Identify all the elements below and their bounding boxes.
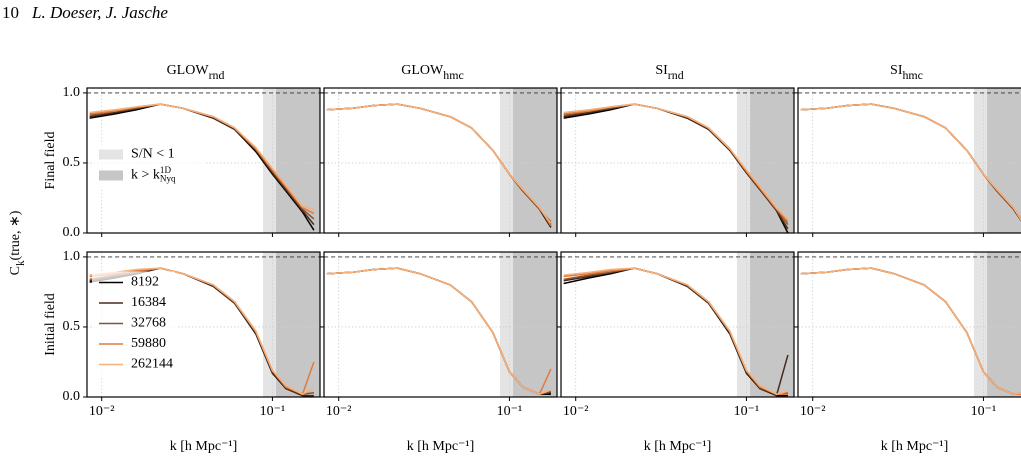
series-line: [89, 103, 315, 210]
panel-title-main: GLOW: [401, 63, 444, 78]
y-tick-label: 1.0: [63, 85, 81, 100]
x-axis-label: k [h Mpc⁻¹]: [881, 439, 949, 454]
series-line: [800, 267, 1021, 395]
panel-title: SIhmc: [890, 63, 923, 82]
shaded-band: [987, 88, 1021, 233]
panel-title: SIrnd: [655, 63, 683, 82]
series-line: [563, 267, 789, 395]
figure-y-label-rest: (true, ∗): [8, 210, 23, 260]
panel-title: GLOWhmc: [401, 63, 463, 82]
legend-label-main: k > k: [131, 168, 160, 183]
legend-label: S/N < 1: [131, 147, 175, 162]
legend-swatch: [99, 149, 123, 160]
figure-y-label-main: C: [8, 266, 23, 275]
panel: 10⁻² 10⁻¹ k [h Mpc⁻¹]: [320, 251, 558, 454]
legend-label-sub: Nyq: [160, 173, 176, 183]
authors: L. Doeser, J. Jasche: [31, 3, 168, 22]
legend-label: 262144: [131, 357, 173, 372]
series-line: [800, 103, 1021, 222]
figure-y-label-sub: k: [14, 260, 26, 266]
legend-label: k > kNyq1D: [131, 165, 176, 183]
panel: [557, 87, 795, 237]
y-axis-label: Final field: [43, 132, 58, 190]
legend-swatch: [99, 170, 123, 181]
panel-title-main: SI: [890, 63, 903, 78]
legend-label: 16384: [131, 295, 166, 310]
shaded-band: [276, 88, 320, 233]
panel-title-sub: rnd: [209, 68, 225, 82]
shaded-band: [513, 252, 557, 397]
panel-title-sub: rnd: [668, 68, 684, 82]
y-tick-label: 0.0: [63, 225, 81, 240]
legend-label-sup: 1D: [160, 165, 172, 175]
panel: 0.0 0.5 1.0 10⁻² 10⁻¹ k [h Mpc⁻¹] Initial fiel…: [43, 249, 321, 454]
axes-frame: [560, 87, 795, 234]
panel: [320, 87, 558, 237]
x-tick-label: 10⁻¹: [971, 404, 997, 419]
panel-title: GLOWrnd: [167, 63, 225, 82]
shaded-band: [973, 252, 988, 397]
series-line: [563, 103, 789, 220]
axes-frame: [560, 251, 795, 398]
axes-frame: [323, 251, 558, 398]
x-tick-label: 10⁻¹: [497, 404, 523, 419]
legend-label: 32768: [131, 316, 166, 331]
legend-label: 59880: [131, 336, 166, 351]
series-line: [326, 267, 552, 395]
x-axis-label: k [h Mpc⁻¹]: [407, 439, 475, 454]
y-tick-label: 0.5: [63, 319, 81, 334]
panel: 0.0 0.5 1.0 Final field: [43, 85, 321, 240]
figure-y-label: Ck(true, ∗): [8, 210, 26, 275]
x-tick-label: 10⁻¹: [734, 404, 760, 419]
series-line: [326, 103, 552, 224]
x-tick-label: 10⁻²: [89, 404, 115, 419]
y-axis-label: Initial field: [43, 293, 58, 356]
shaded-band: [513, 88, 557, 233]
x-axis-label: k [h Mpc⁻¹]: [644, 439, 712, 454]
axes-frame: [86, 87, 321, 234]
shaded-band: [973, 88, 988, 233]
series-line: [89, 267, 315, 395]
shaded-band: [276, 252, 320, 397]
axes-frame: [86, 251, 321, 398]
x-tick-label: 10⁻²: [563, 404, 589, 419]
shaded-band: [499, 88, 514, 233]
y-tick-label: 0.0: [63, 389, 81, 404]
y-tick-label: 0.5: [63, 155, 81, 170]
shaded-band: [750, 252, 794, 397]
y-tick-label: 1.0: [63, 249, 81, 264]
panel-title-sub: hmc: [443, 68, 463, 82]
shaded-band: [499, 252, 514, 397]
x-axis-label: k [h Mpc⁻¹]: [170, 439, 238, 454]
page-number: 10: [2, 3, 19, 22]
shaded-band: [750, 88, 794, 233]
panel: 10⁻² 10⁻¹ k [h Mpc⁻¹]: [557, 251, 795, 454]
panel-title-main: GLOW: [167, 63, 210, 78]
legend-label: 8192: [131, 275, 159, 290]
x-tick-label: 10⁻²: [326, 404, 352, 419]
legend-box: [92, 271, 176, 376]
axes-frame: [323, 87, 558, 234]
panel: [794, 87, 1021, 237]
panel-title-sub: hmc: [902, 68, 922, 82]
x-tick-label: 10⁻¹: [260, 404, 286, 419]
x-tick-label: 10⁻²: [800, 404, 826, 419]
panel-title-main: SI: [655, 63, 668, 78]
axes-frame: [797, 251, 1021, 398]
panel: 10⁻² 10⁻¹ k [h Mpc⁻¹]: [794, 251, 1021, 454]
axes-frame: [797, 87, 1021, 234]
shaded-band: [987, 252, 1021, 397]
